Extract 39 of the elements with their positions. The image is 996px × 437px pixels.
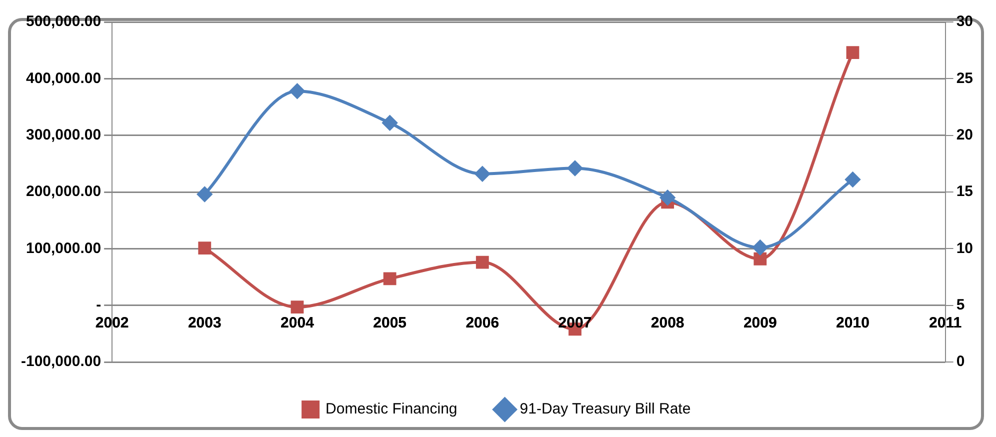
- y-tick-label: -: [96, 296, 102, 314]
- x-tick-label: 2003: [188, 314, 222, 332]
- x-tick-label: 2008: [650, 314, 684, 332]
- y2-tick-label: 30: [956, 13, 974, 30]
- point: [290, 300, 304, 314]
- y-tick-label: -100,000.00: [20, 353, 102, 370]
- y-tick-label: 100,000.00: [26, 240, 102, 257]
- x-tick-label: 2006: [466, 314, 500, 332]
- point: [383, 272, 396, 286]
- point: [567, 160, 582, 176]
- point: [474, 166, 490, 182]
- x-tick-label: 2011: [929, 314, 962, 332]
- point: [754, 252, 767, 266]
- point: [846, 46, 860, 60]
- legend-label: Domestic Financing: [326, 400, 458, 418]
- y2-tick-label: 20: [956, 126, 974, 144]
- y-tick-label: 500,000.00: [26, 13, 102, 30]
- x-tick-label: 2002: [95, 314, 129, 332]
- point: [845, 172, 860, 188]
- point: [290, 84, 305, 99]
- y-tick-label: 300,000.00: [26, 126, 102, 144]
- x-tick-label: 2009: [743, 314, 777, 332]
- x-tick-label: 2004: [280, 314, 315, 332]
- point: [197, 186, 212, 202]
- y-tick-label: 400,000.00: [26, 70, 102, 87]
- y2-tick-label: 0: [956, 353, 965, 370]
- x-tick-label: 2010: [836, 314, 870, 332]
- y2-tick-label: 5: [956, 296, 965, 314]
- legend-label: 91-Day Treasury Bill Rate: [520, 400, 691, 418]
- point: [198, 242, 212, 255]
- point: [476, 256, 489, 269]
- point: [660, 190, 676, 206]
- y-tick-label: 200,000.00: [26, 183, 102, 200]
- y2-tick-label: 15: [956, 183, 974, 200]
- point: [752, 240, 768, 256]
- x-tick-label: 2005: [373, 314, 407, 332]
- y2-tick-label: 10: [956, 240, 974, 257]
- point: [382, 115, 398, 130]
- y2-tick-label: 25: [956, 70, 974, 87]
